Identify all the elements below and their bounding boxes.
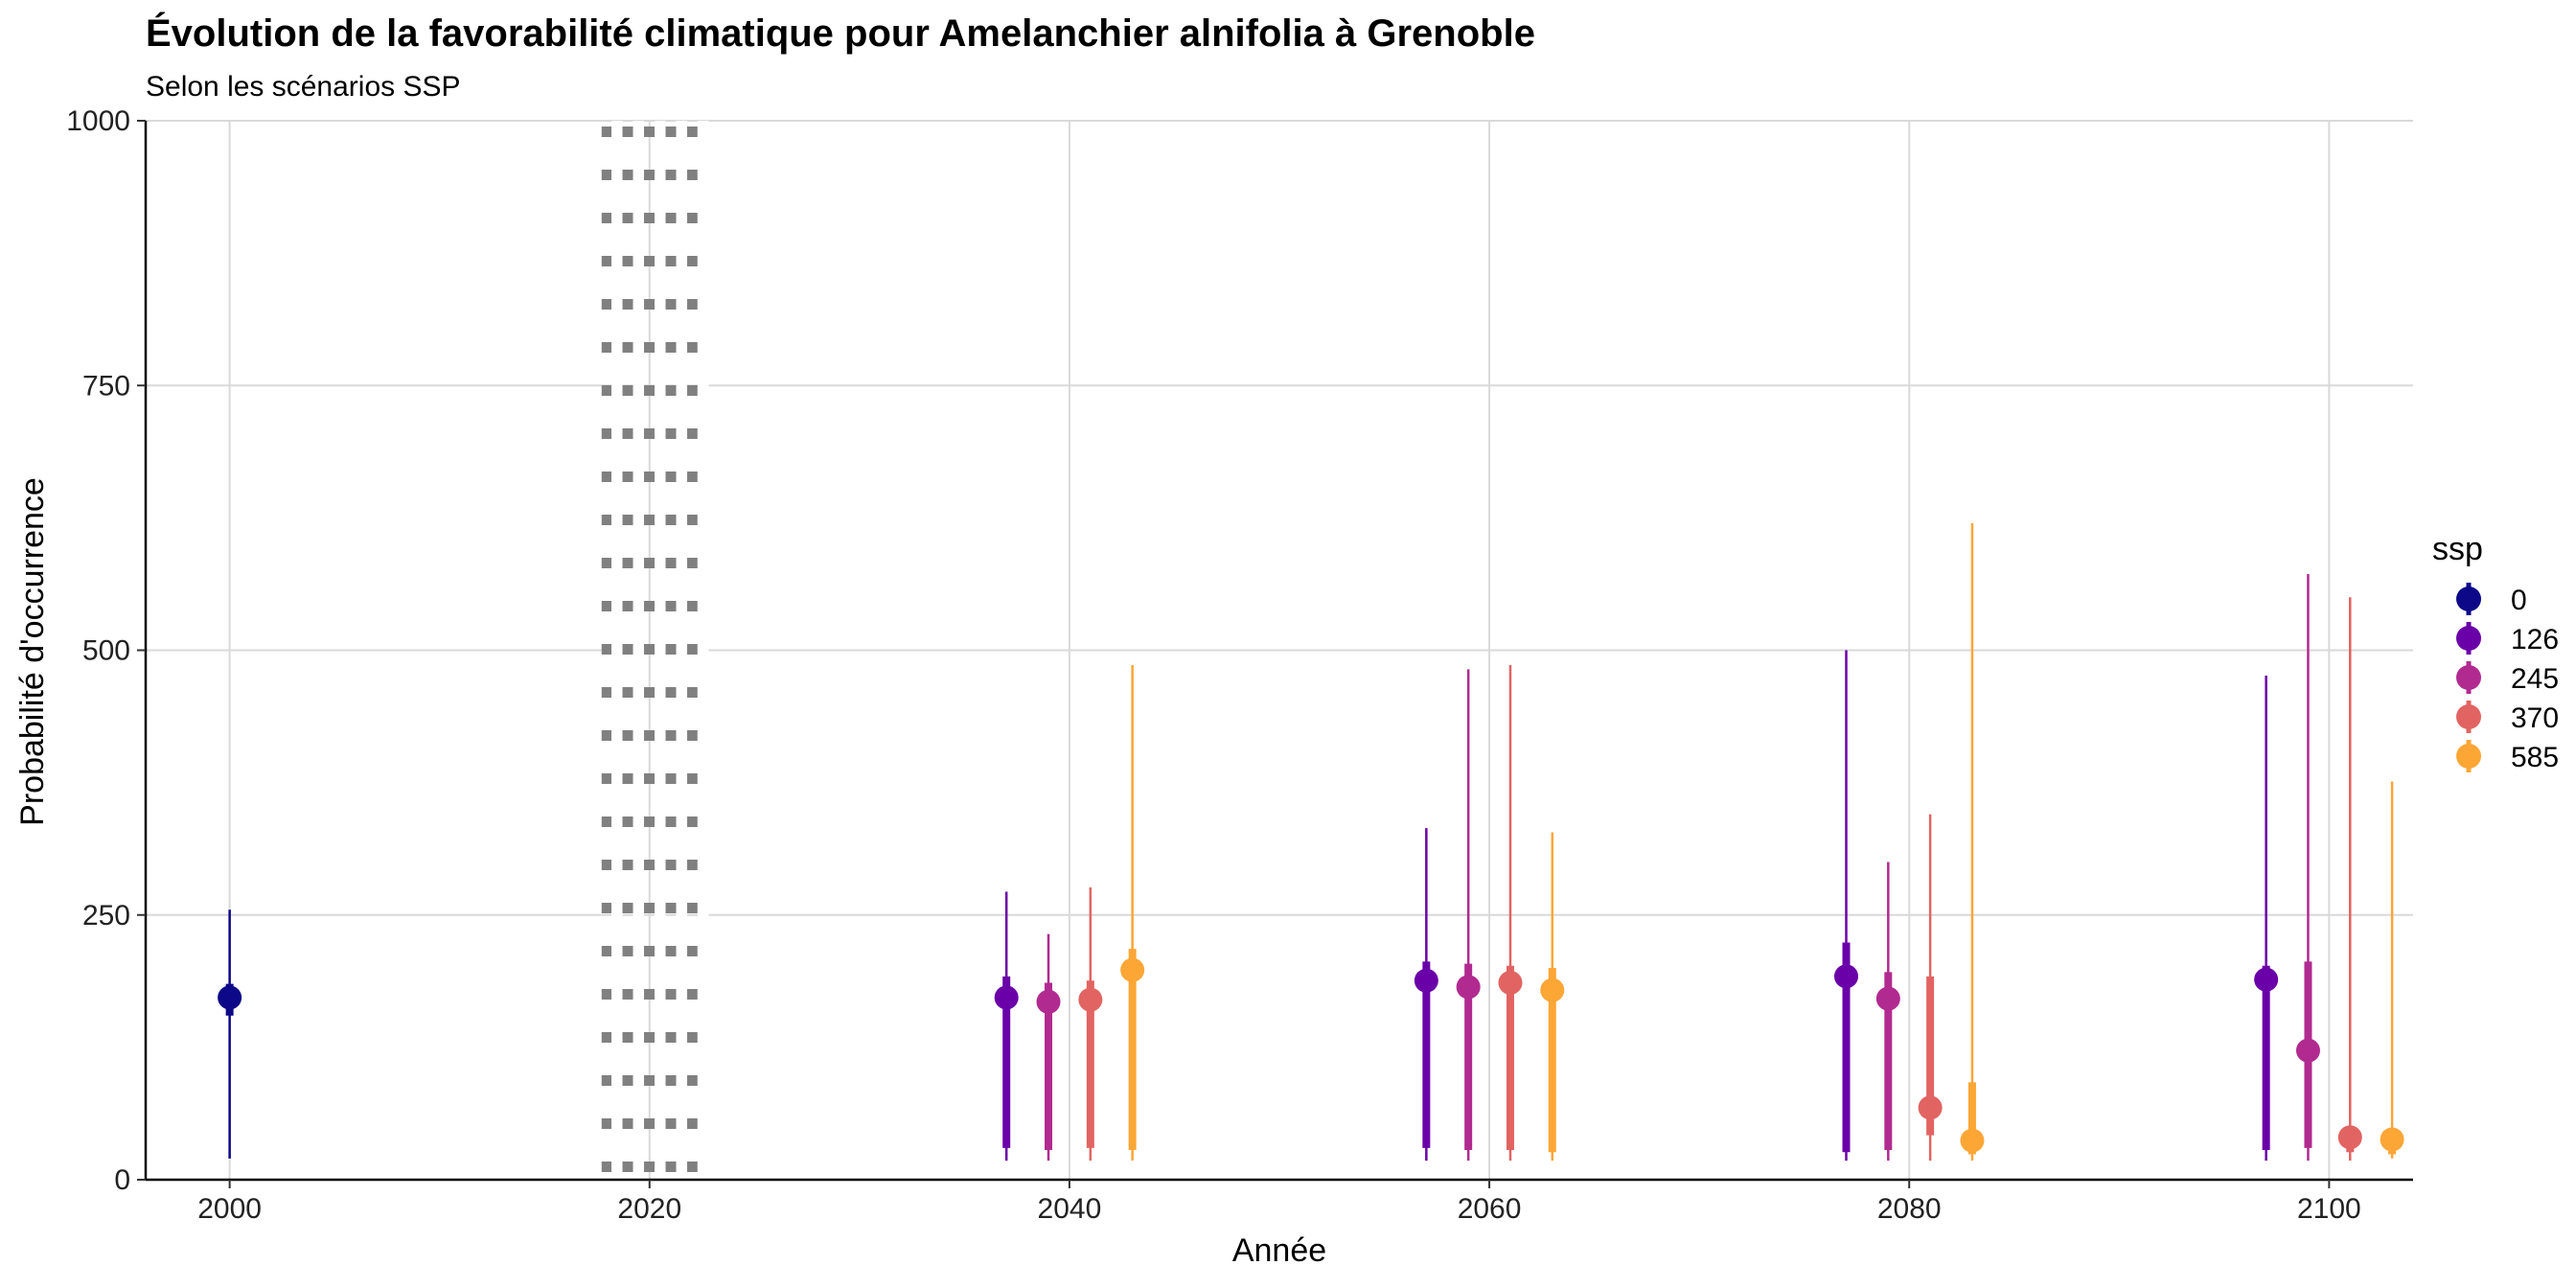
x-tick-label: 2020 [617,1193,681,1225]
legend-item-245: 245 [2456,661,2559,695]
legend-key-point [2456,704,2481,729]
y-tick-label: 1000 [66,105,130,137]
legend-title: ssp [2432,531,2483,567]
point-range-ssp370-2061 [1498,664,1523,1162]
point-range-ssp245-2039 [1036,933,1061,1162]
legend-item-370: 370 [2456,701,2559,734]
point-range-ssp245-2079 [1875,862,1900,1162]
median-point [1456,975,1481,1000]
point-range-ssp126-2037 [994,891,1019,1162]
x-axis-label: Année [1232,1232,1326,1269]
legend-label: 245 [2511,663,2559,695]
median-point [2254,967,2279,992]
point-range-ssp126-2057 [1414,828,1438,1162]
x-tick-label: 2060 [1458,1193,1522,1225]
legend-key-point [2456,744,2481,769]
median-point [1036,989,1061,1014]
legend-key-point [2456,586,2481,611]
median-point [2337,1125,2362,1150]
median-point [2295,1038,2320,1063]
point-range-ssp245-2099 [2295,573,2320,1162]
y-axis-label: Probabilité d'occurrence [14,477,51,826]
median-point [994,985,1019,1010]
point-range-ssp126-2097 [2254,676,2279,1162]
point-range-ssp585-2083 [1960,522,1985,1162]
median-point [1875,986,1900,1011]
x-tick-label: 2000 [197,1193,262,1225]
median-point [218,985,242,1010]
y-tick-label: 750 [82,370,130,402]
median-point [1918,1095,1943,1120]
x-tick-label: 2100 [2297,1193,2361,1225]
chart-subtitle: Selon les scénarios SSP [146,71,461,103]
point-range-ssp245-2059 [1456,669,1481,1162]
x-tick-labels: 2000 2020 2040 2060 2080 2100 [197,1180,2361,1225]
median-point [1120,957,1145,982]
x-tick-label: 2080 [1877,1193,1942,1225]
x-tick-label: 2040 [1038,1193,1102,1225]
median-point [1078,987,1103,1012]
median-point [1414,968,1438,993]
legend-item-0: 0 [2456,583,2527,616]
y-tick-labels: 0 250 500 750 1000 [66,105,146,1196]
point-range-ssp0-2000 [218,909,242,1159]
y-tick-label: 0 [114,1164,130,1196]
point-range-ssp370-2101 [2337,597,2362,1162]
point-range-ssp585-2103 [2380,781,2404,1159]
gridlines [146,120,2413,1181]
legend-label: 126 [2511,624,2559,656]
median-point [1498,970,1523,995]
legend-label: 0 [2511,585,2527,616]
legend-key-point [2456,665,2481,690]
point-range-ssp370-2041 [1078,887,1103,1162]
median-point [1540,978,1565,1002]
legend-key-point [2456,626,2481,651]
median-point [2380,1127,2404,1152]
y-tick-label: 500 [82,635,130,667]
median-point [1960,1128,1985,1153]
legend-item-126: 126 [2456,622,2559,656]
y-tick-label: 250 [82,900,130,932]
median-point [1834,964,1858,989]
point-range-ssp370-2081 [1918,814,1943,1162]
reference-line-2020 [601,121,709,1180]
data-points [218,522,2404,1162]
point-range-ssp585-2043 [1120,664,1145,1162]
legend: ssp 0 126 245 370 585 [2432,531,2559,773]
chart-title: Évolution de la favorabilité climatique … [146,12,1535,55]
legend-item-585: 585 [2456,740,2559,773]
point-range-ssp585-2063 [1540,832,1565,1162]
legend-label: 585 [2511,742,2559,773]
legend-label: 370 [2511,702,2559,734]
point-range-ssp126-2077 [1834,650,1858,1162]
